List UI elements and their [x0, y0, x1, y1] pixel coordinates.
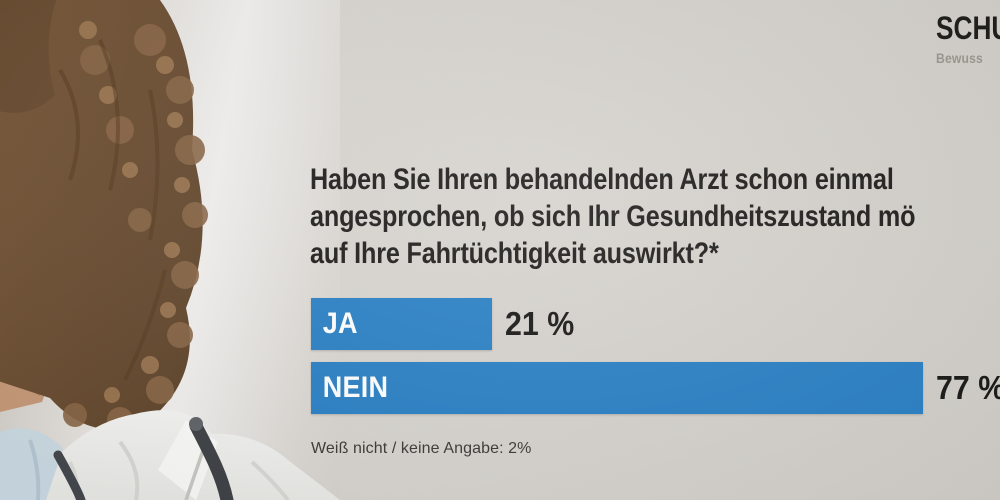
- logo: SCHU Bewuss: [936, 12, 1000, 66]
- doctor-photo: [0, 0, 340, 500]
- logo-tagline-text: Bewuss: [936, 51, 984, 66]
- doctor-photo-illustration: [0, 0, 340, 500]
- bar-nein: NEIN: [311, 362, 923, 414]
- bar-row-nein: NEIN 77 %: [311, 362, 1000, 414]
- chart-footnote: Weiß nicht / keine Angabe: 2%: [311, 440, 532, 457]
- bar-ja: JA: [311, 298, 492, 350]
- logo-brand-text: SCHU: [936, 10, 1000, 46]
- survey-question: Haben Sie Ihren behandelnden Arzt schon …: [310, 161, 948, 272]
- stethoscope: [53, 417, 234, 500]
- hair: [0, 0, 208, 433]
- bar-label-ja: JA: [322, 307, 358, 340]
- bar-label-nein: NEIN: [322, 371, 389, 404]
- question-line-3: auf Ihre Fahrtüchtigkeit auswirkt?*: [310, 237, 719, 270]
- question-line-1: Haben Sie Ihren behandelnden Arzt schon …: [310, 163, 894, 196]
- bar-value-nein: 77 %: [935, 369, 1000, 406]
- bar-chart: JA 21 % NEIN 77 %: [311, 298, 1000, 426]
- question-line-2: angesprochen, ob sich Ihr Gesundheitszus…: [310, 200, 916, 233]
- bar-value-ja: 21 %: [505, 305, 575, 342]
- bar-row-ja: JA 21 %: [311, 298, 1000, 350]
